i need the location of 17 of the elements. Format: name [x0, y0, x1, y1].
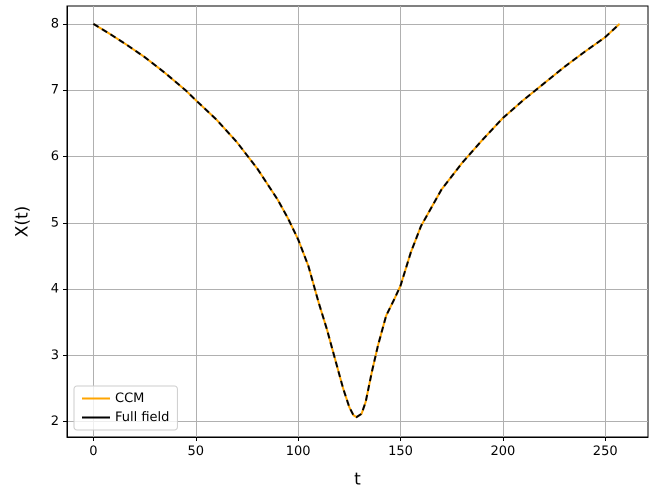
- y-tick-label: 5: [50, 215, 59, 230]
- x-tick-label: 250: [592, 444, 618, 459]
- legend-label: CCM: [115, 391, 144, 406]
- y-tick-label: 8: [50, 16, 59, 32]
- legend-label: Full field: [115, 410, 170, 425]
- y-tick-label: 6: [50, 149, 59, 164]
- x-tick-label: 50: [187, 444, 204, 459]
- y-tick-label: 4: [50, 282, 59, 297]
- y-axis-title: X(t): [12, 206, 32, 238]
- x-tick-label: 200: [490, 444, 516, 459]
- x-tick-label: 0: [89, 444, 98, 459]
- y-tick-label: 7: [50, 82, 59, 98]
- x-tick-label: 150: [388, 444, 413, 459]
- y-tick-label: 3: [50, 348, 59, 363]
- x-axis-title: t: [354, 470, 362, 490]
- x-tick-label: 100: [286, 444, 311, 459]
- y-tick-label: 2: [50, 414, 59, 430]
